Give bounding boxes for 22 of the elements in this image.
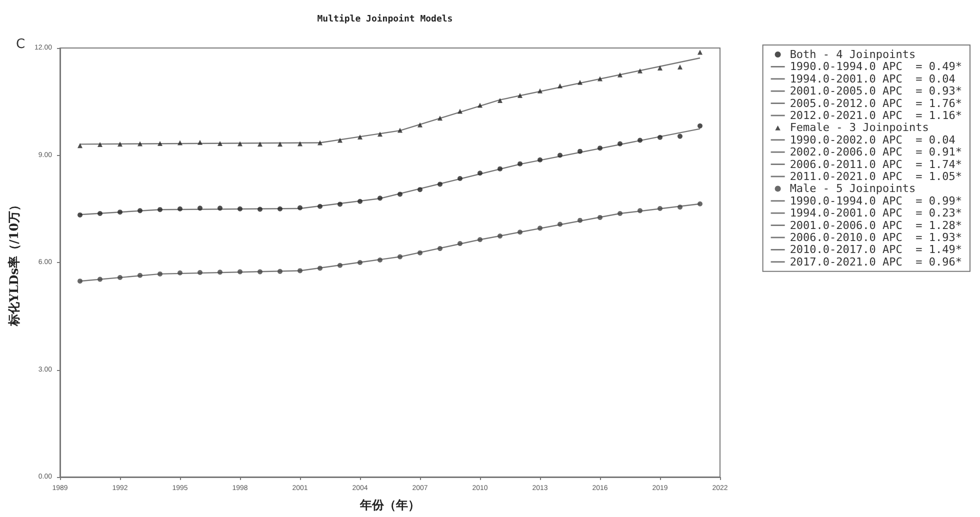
legend-label: 2001.0-2005.0 APC = 0.93* (790, 84, 962, 98)
legend-label: Both - 4 Joinpoints (790, 48, 916, 61)
legend-label: 2011.0-2021.0 APC = 1.05* (790, 170, 962, 183)
x-axis-title: 年份（年） (359, 498, 420, 512)
legend-label: 2010.0-2017.0 APC = 1.49* (790, 243, 962, 256)
legend-label: 1990.0-2002.0 APC = 0.04 (790, 133, 956, 146)
legend-label: 1990.0-1994.0 APC = 0.99* (790, 194, 962, 208)
legend-label: 2006.0-2010.0 APC = 1.93* (790, 231, 962, 244)
legend-label: 1990.0-1994.0 APC = 0.49* (790, 60, 962, 74)
legend-label: 1994.0-2001.0 APC = 0.04 (790, 72, 956, 86)
legend-label: 2001.0-2006.0 APC = 1.28* (790, 218, 962, 232)
legend-label: Female - 3 Joinpoints (790, 121, 929, 134)
legend-label: 2005.0-2012.0 APC = 1.76* (790, 96, 962, 110)
legend-label: 2006.0-2011.0 APC = 1.74* (790, 158, 962, 171)
y-axis-title: 标化YLDs率（/10万） (7, 198, 21, 328)
legend-label: Male - 5 Joinpoints (790, 182, 916, 196)
text: C (16, 37, 26, 52)
legend-label: 1994.0-2001.0 APC = 0.23* (790, 206, 962, 220)
legend-label: 2002.0-2006.0 APC = 0.91* (790, 146, 962, 159)
legend-label: 2012.0-2021.0 APC = 1.16* (790, 109, 962, 122)
chart-title: Multiple Joinpoint Models (317, 14, 453, 24)
legend-label: 2017.0-2021.0 APC = 0.96* (790, 255, 962, 268)
